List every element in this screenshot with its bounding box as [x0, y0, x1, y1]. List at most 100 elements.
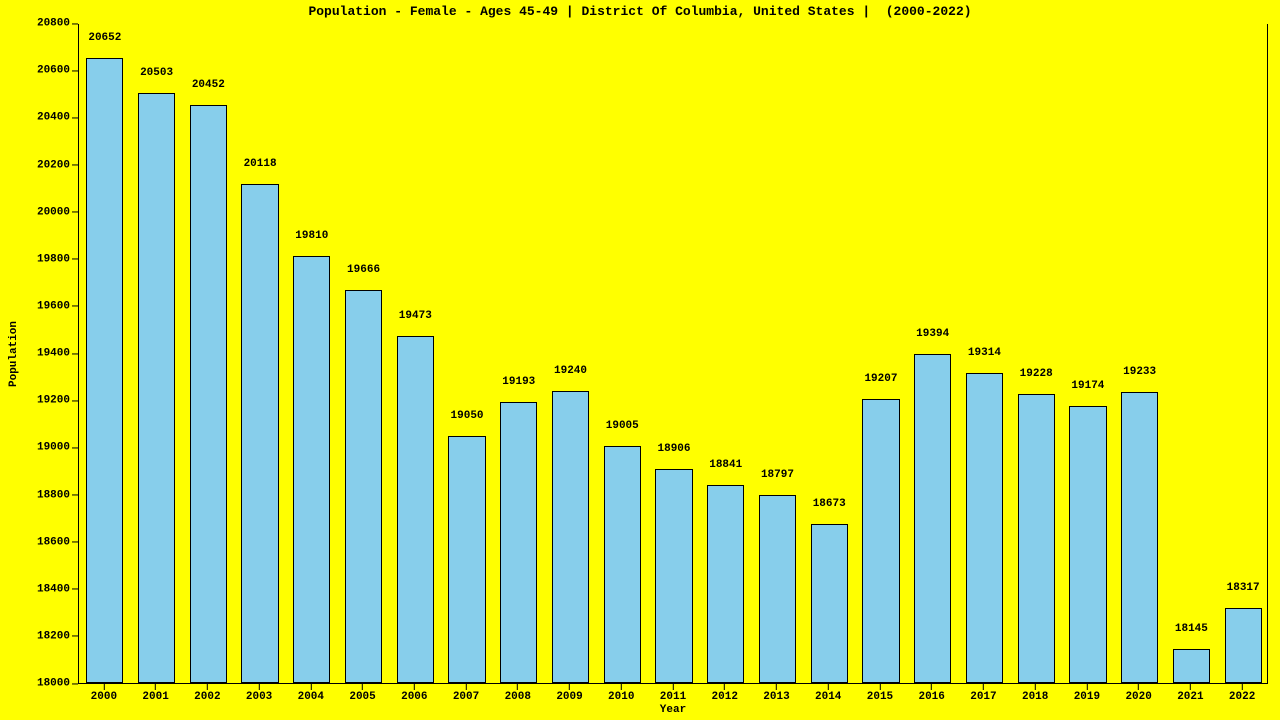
bar-value-label: 18673	[813, 498, 846, 510]
x-tick: 2014	[815, 684, 841, 703]
bar-value-label: 20652	[88, 32, 121, 44]
x-tick: 2006	[401, 684, 427, 703]
y-tick-label: 20600	[37, 65, 70, 77]
bar	[966, 373, 1003, 683]
y-tick-label: 20000	[37, 206, 70, 218]
y-tick: 19400	[0, 348, 78, 361]
x-tick-label: 2001	[142, 691, 168, 703]
bar-value-label: 18841	[709, 459, 742, 471]
x-tick-label: 2022	[1229, 691, 1255, 703]
x-tick-label: 2014	[815, 691, 841, 703]
y-tick: 20800	[0, 18, 78, 31]
chart-title: Population - Female - Ages 45-49 | Distr…	[0, 4, 1280, 19]
x-tick-mark	[931, 684, 932, 690]
x-tick-mark	[569, 684, 570, 690]
bar	[1173, 649, 1210, 683]
y-tick-label: 18600	[37, 536, 70, 548]
x-tick-mark	[155, 684, 156, 690]
x-tick: 2018	[1022, 684, 1048, 703]
x-tick: 2017	[970, 684, 996, 703]
x-axis-label: Year	[660, 704, 686, 716]
x-tick: 2004	[298, 684, 324, 703]
y-axis-ticks: 1800018200184001860018800190001920019400…	[0, 24, 78, 684]
x-tick-mark	[517, 684, 518, 690]
x-tick-label: 2000	[91, 691, 117, 703]
bar	[1225, 608, 1262, 683]
bar	[655, 469, 692, 683]
bar	[1069, 406, 1106, 683]
bar-value-label: 19233	[1123, 366, 1156, 378]
bar	[138, 93, 175, 683]
bar-value-label: 19207	[864, 373, 897, 385]
bar-value-label: 19666	[347, 264, 380, 276]
y-tick: 20400	[0, 112, 78, 125]
x-tick-label: 2016	[918, 691, 944, 703]
bar-value-label: 19193	[502, 376, 535, 388]
y-tick: 20000	[0, 206, 78, 219]
x-tick-mark	[983, 684, 984, 690]
x-tick-mark	[1190, 684, 1191, 690]
x-tick-label: 2005	[349, 691, 375, 703]
x-tick-mark	[776, 684, 777, 690]
y-tick-label: 20400	[37, 112, 70, 124]
x-tick-mark	[310, 684, 311, 690]
x-tick-mark	[724, 684, 725, 690]
y-tick: 18800	[0, 489, 78, 502]
bar	[86, 58, 123, 683]
bar-value-label: 19473	[399, 310, 432, 322]
x-tick: 2016	[918, 684, 944, 703]
y-tick-label: 20200	[37, 159, 70, 171]
bar	[759, 495, 796, 683]
x-tick-label: 2020	[1125, 691, 1151, 703]
bar-value-label: 19810	[295, 230, 328, 242]
x-tick-label: 2009	[556, 691, 582, 703]
bar	[1121, 392, 1158, 683]
y-tick-label: 19600	[37, 300, 70, 312]
x-tick: 2007	[453, 684, 479, 703]
y-tick: 19200	[0, 395, 78, 408]
y-tick-label: 18200	[37, 630, 70, 642]
x-tick-mark	[466, 684, 467, 690]
population-bar-chart: Population - Female - Ages 45-49 | Distr…	[0, 0, 1280, 720]
x-tick-label: 2003	[246, 691, 272, 703]
bar	[397, 336, 434, 683]
bar-value-label: 19240	[554, 365, 587, 377]
x-tick: 2011	[660, 684, 686, 703]
y-tick-label: 19000	[37, 442, 70, 454]
x-tick-mark	[1138, 684, 1139, 690]
y-tick: 18600	[0, 536, 78, 549]
x-tick-mark	[259, 684, 260, 690]
x-axis-ticks: 2000200120022003200420052006200720082009…	[78, 684, 1268, 704]
x-tick: 2005	[349, 684, 375, 703]
x-tick-label: 2008	[505, 691, 531, 703]
x-tick: 2003	[246, 684, 272, 703]
bar	[707, 485, 744, 683]
x-tick-label: 2019	[1074, 691, 1100, 703]
y-tick-label: 18000	[37, 678, 70, 690]
y-tick: 18400	[0, 583, 78, 596]
plot-area: 2065220503204522011819810196661947319050…	[78, 24, 1268, 684]
x-tick: 2009	[556, 684, 582, 703]
bar-value-label: 18906	[657, 443, 690, 455]
bar-value-label: 19174	[1071, 380, 1104, 392]
x-tick-label: 2021	[1177, 691, 1203, 703]
x-tick: 2008	[505, 684, 531, 703]
x-tick: 2021	[1177, 684, 1203, 703]
x-tick: 2012	[712, 684, 738, 703]
x-tick-mark	[621, 684, 622, 690]
x-tick-mark	[362, 684, 363, 690]
bar-value-label: 19228	[1020, 368, 1053, 380]
x-tick-mark	[1242, 684, 1243, 690]
y-tick: 19600	[0, 300, 78, 313]
x-tick-label: 2011	[660, 691, 686, 703]
bar-value-label: 18145	[1175, 623, 1208, 635]
x-tick-label: 2006	[401, 691, 427, 703]
x-tick-mark	[1035, 684, 1036, 690]
bar-value-label: 19050	[451, 410, 484, 422]
bar	[190, 105, 227, 683]
bar	[448, 436, 485, 684]
x-tick-mark	[414, 684, 415, 690]
bar	[604, 446, 641, 683]
bar-value-label: 20452	[192, 79, 225, 91]
y-tick-label: 19200	[37, 395, 70, 407]
